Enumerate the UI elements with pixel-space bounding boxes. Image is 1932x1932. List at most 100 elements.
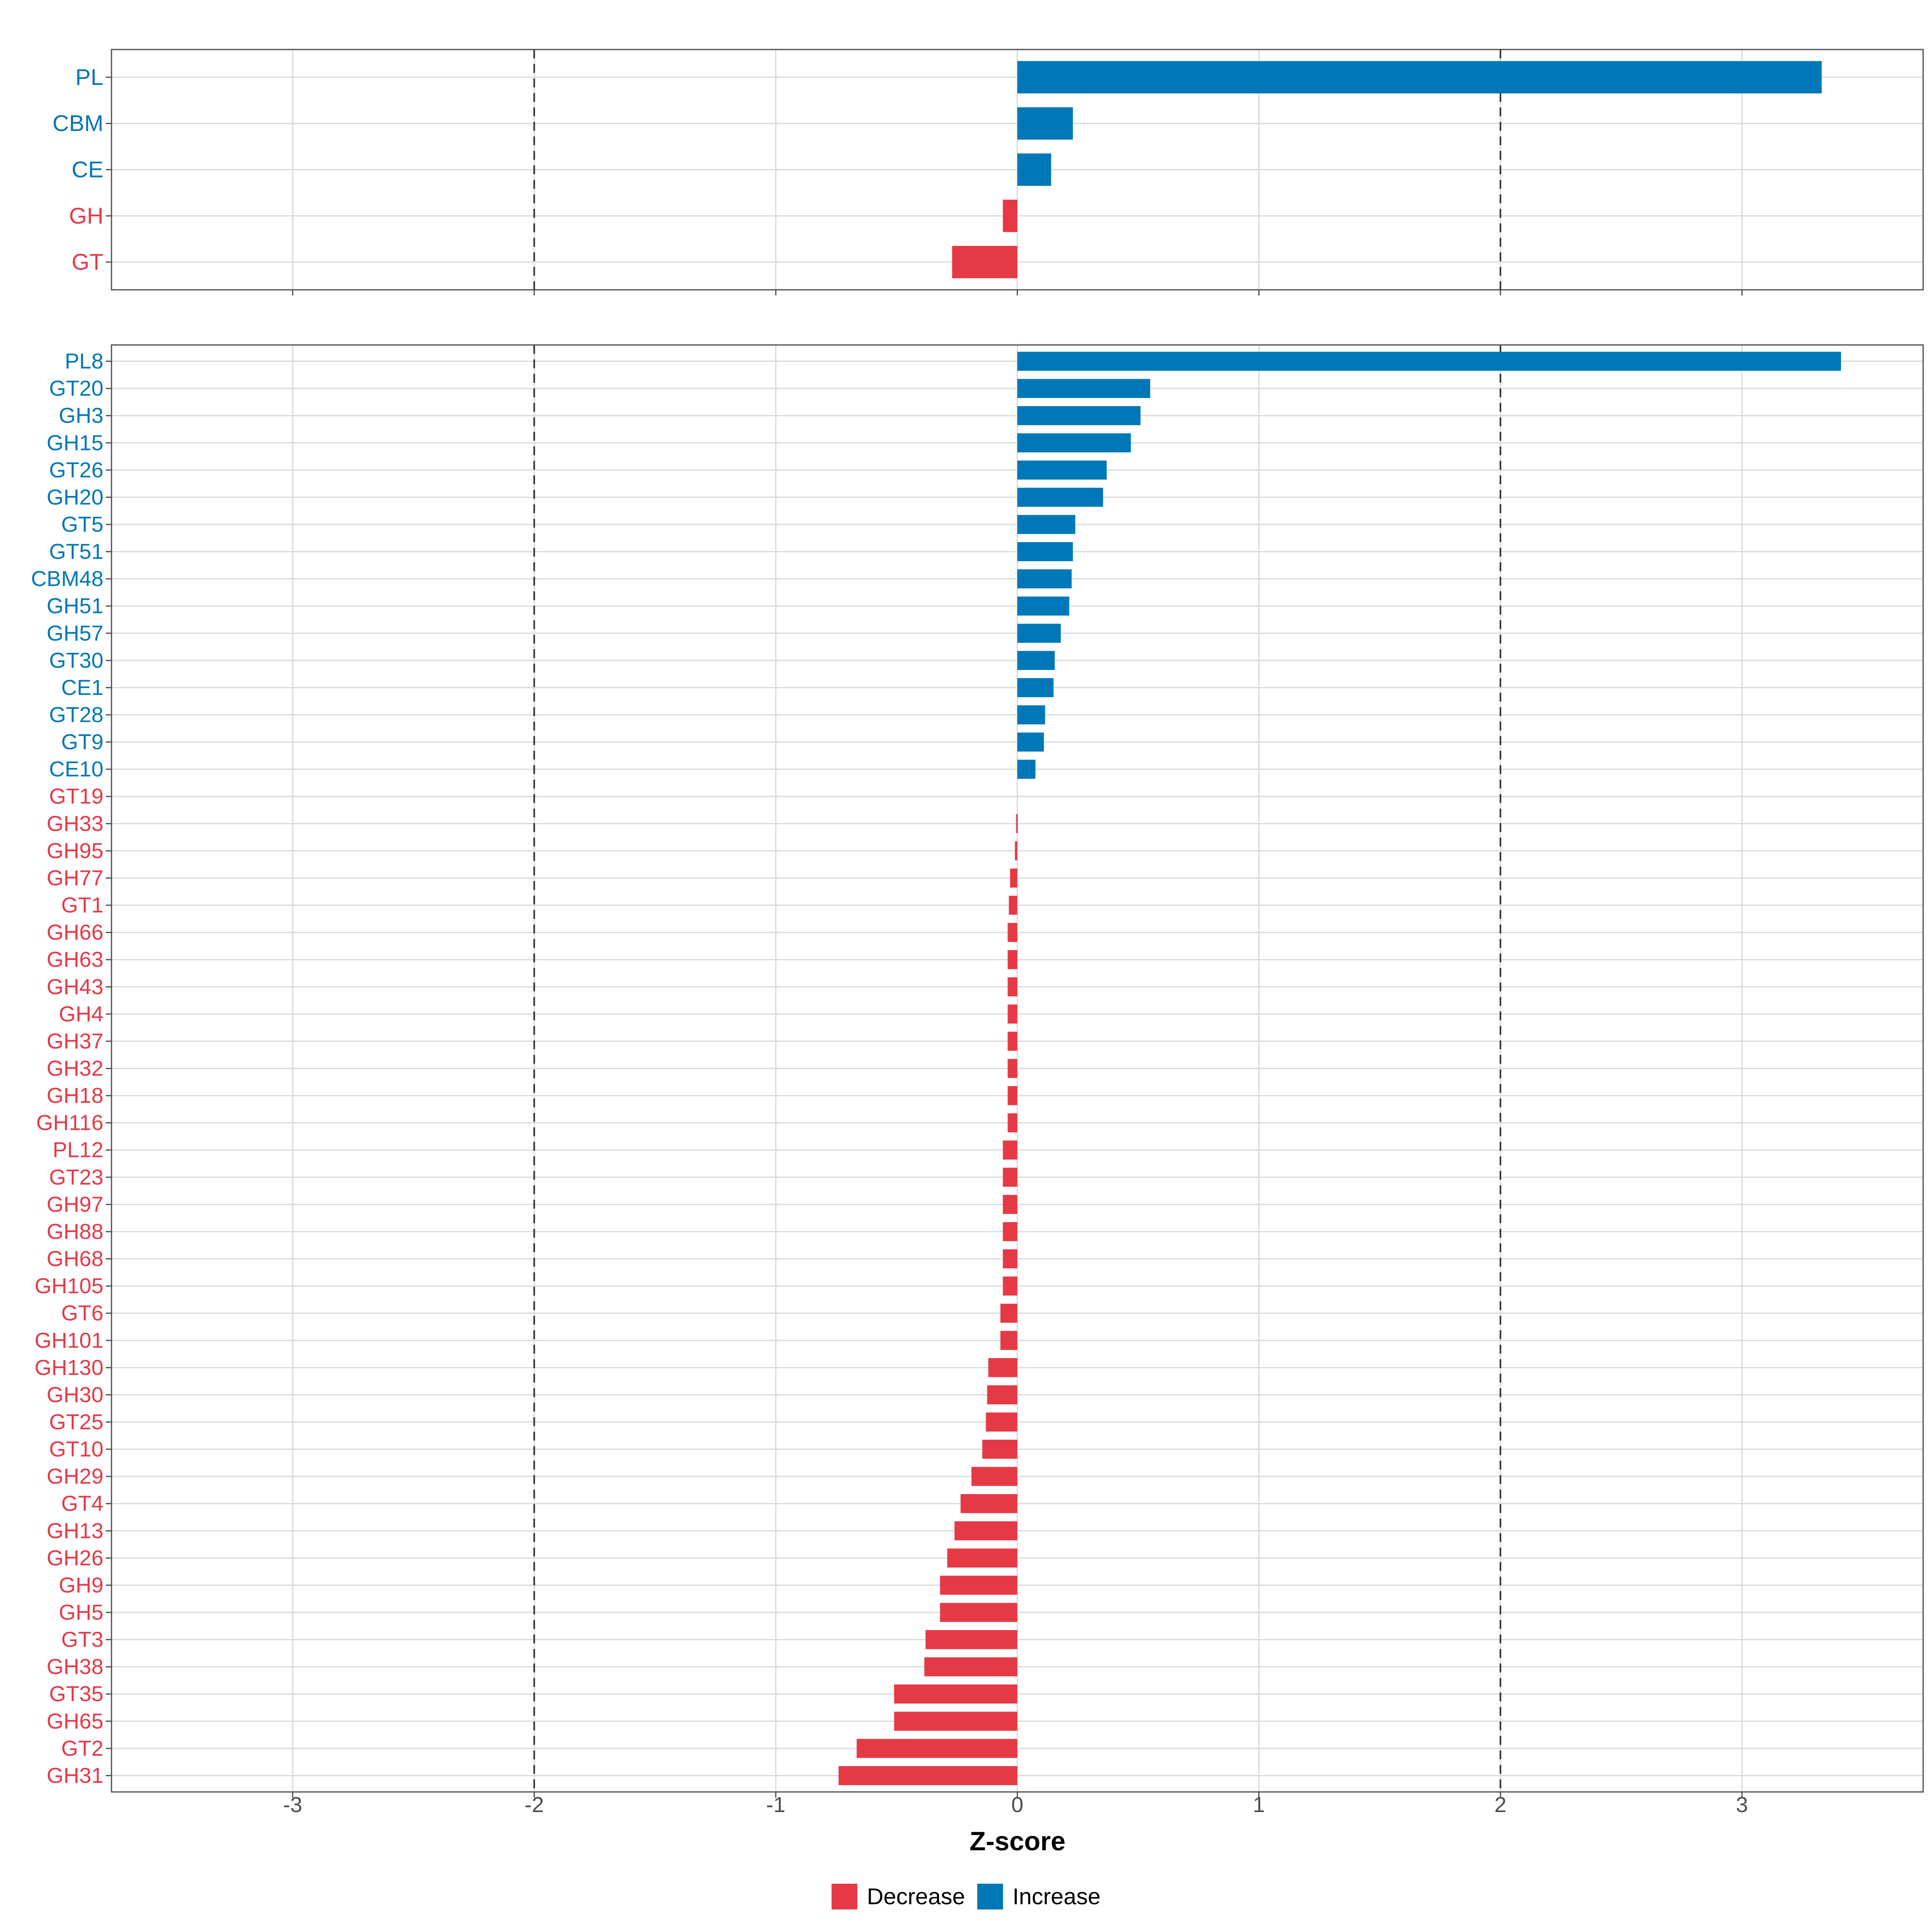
bar-gh116 — [1007, 1113, 1018, 1133]
y-tick-label-gh15: GH15 — [47, 431, 103, 455]
y-tick-label-gt51: GT51 — [49, 540, 103, 564]
bar-gt9 — [1017, 732, 1044, 752]
bar-cbm48 — [1017, 569, 1072, 588]
bar-ce1 — [1017, 678, 1054, 698]
bar-gh15 — [1017, 433, 1131, 452]
bar-gh105 — [1003, 1276, 1018, 1296]
bar-gt28 — [1017, 705, 1045, 724]
y-tick-label-ce: CE — [72, 157, 103, 183]
bar-gh43 — [1007, 977, 1018, 997]
y-tick-label-gt26: GT26 — [49, 458, 103, 482]
bar-gh66 — [1007, 923, 1018, 942]
y-tick-label-gh38: GH38 — [47, 1655, 103, 1679]
bar-gt23 — [1003, 1168, 1018, 1187]
y-tick-label-gt2: GT2 — [61, 1736, 103, 1761]
bar-gt5 — [1017, 515, 1075, 534]
y-tick-label-gh95: GH95 — [47, 839, 103, 863]
legend-item-increase: Increase — [977, 1883, 1101, 1910]
bar-gh4 — [1007, 1004, 1018, 1024]
bar-gt1 — [1009, 896, 1018, 915]
y-tick-label-gt20: GT20 — [49, 376, 103, 400]
y-tick-label-ce1: CE1 — [61, 675, 103, 700]
y-tick-label-gt30: GT30 — [49, 648, 103, 673]
bar-gt30 — [1017, 651, 1055, 670]
bar-gh29 — [971, 1467, 1018, 1486]
y-tick-label-gh33: GH33 — [47, 811, 103, 836]
y-tick-label-gh31: GH31 — [47, 1763, 103, 1788]
y-tick-label-gh68: GH68 — [47, 1247, 103, 1271]
bar-gh31 — [838, 1766, 1018, 1785]
bar-gt3 — [925, 1630, 1018, 1649]
y-tick-label-gh4: GH4 — [59, 1002, 103, 1026]
bar-gh37 — [1007, 1032, 1018, 1051]
bar-gh51 — [1017, 597, 1069, 616]
legend-label-decrease: Decrease — [867, 1884, 965, 1909]
y-tick-label-gt28: GT28 — [49, 703, 103, 727]
bar-gh101 — [1000, 1331, 1018, 1350]
bar-gh97 — [1003, 1195, 1018, 1214]
bar-gh5 — [940, 1603, 1018, 1622]
y-tick-label-gh57: GH57 — [47, 621, 103, 645]
y-tick-label-gh5: GH5 — [59, 1600, 103, 1624]
y-tick-label-gt25: GT25 — [49, 1410, 103, 1434]
bar-pl8 — [1017, 351, 1841, 371]
legend-item-decrease: Decrease — [831, 1883, 965, 1910]
bar-gh3 — [1017, 406, 1141, 425]
bar-ce10 — [1017, 760, 1036, 779]
y-tick-label-gh18: GH18 — [47, 1084, 103, 1108]
x-tick-label: 3 — [1736, 1793, 1748, 1817]
bar-gt10 — [982, 1439, 1018, 1459]
legend: Decrease Increase — [0, 1880, 1932, 1913]
bar-gh65 — [894, 1711, 1018, 1731]
x-axis: -3 -2 -1 0 1 2 3 — [283, 1793, 1748, 1817]
y-tick-label-pl12: PL12 — [53, 1138, 103, 1162]
bar-gh57 — [1017, 623, 1061, 643]
bar-gh88 — [1003, 1222, 1018, 1241]
bar-gh68 — [1003, 1249, 1018, 1269]
bar-gt51 — [1017, 542, 1073, 561]
y-tick-label-ce10: CE10 — [49, 757, 103, 781]
y-tick-label-gh30: GH30 — [47, 1383, 103, 1407]
y-tick-label-gt19: GT19 — [49, 784, 103, 809]
y-tick-label-gh77: GH77 — [47, 866, 103, 890]
panel-top-family: PL CBM CE GH GT — [52, 49, 1924, 295]
bar-gh33 — [1016, 814, 1018, 833]
legend-key-decrease — [831, 1884, 857, 1909]
y-tick-label-gh51: GH51 — [47, 594, 103, 618]
y-tick-label-pl: PL — [75, 64, 103, 90]
bar-gt25 — [986, 1412, 1018, 1432]
bar-gh63 — [1007, 950, 1018, 969]
y-tick-label-gh32: GH32 — [47, 1057, 103, 1081]
y-tick-label-gh43: GH43 — [47, 975, 103, 999]
bar-gh9 — [940, 1575, 1018, 1595]
x-tick-label: 2 — [1494, 1793, 1507, 1817]
y-tick-label-gh130: GH130 — [35, 1356, 103, 1380]
y-tick-label-gh105: GH105 — [35, 1274, 103, 1298]
y-tick-label-gh20: GH20 — [47, 485, 103, 509]
y-tick-label-gt23: GT23 — [49, 1165, 103, 1189]
y-tick-label-gt5: GT5 — [61, 512, 103, 537]
bar-gh130 — [988, 1358, 1018, 1377]
y-tick-label-pl8: PL8 — [65, 349, 103, 374]
y-tick-label-gt: GT — [72, 249, 103, 275]
bar-gh18 — [1007, 1086, 1018, 1105]
bar-pl — [1017, 61, 1822, 94]
bar-gt20 — [1017, 379, 1150, 398]
bar-ce — [1017, 153, 1051, 186]
bar-pl12 — [1003, 1140, 1018, 1160]
y-tick-label-gt9: GT9 — [61, 730, 103, 754]
bar-gh32 — [1007, 1059, 1018, 1078]
bar-gh26 — [947, 1548, 1018, 1568]
bar-gh95 — [1015, 841, 1018, 861]
y-tick-label-gt1: GT1 — [61, 893, 103, 917]
y-tick-label-gh3: GH3 — [59, 404, 103, 428]
bar-gt — [952, 246, 1018, 279]
x-tick-label: 1 — [1253, 1793, 1265, 1817]
y-tick-label-gh116: GH116 — [36, 1111, 103, 1135]
legend-label-increase: Increase — [1012, 1884, 1101, 1909]
y-tick-label-gt10: GT10 — [49, 1437, 103, 1461]
bar-gh20 — [1017, 487, 1103, 507]
y-tick-label-gh37: GH37 — [47, 1029, 103, 1053]
